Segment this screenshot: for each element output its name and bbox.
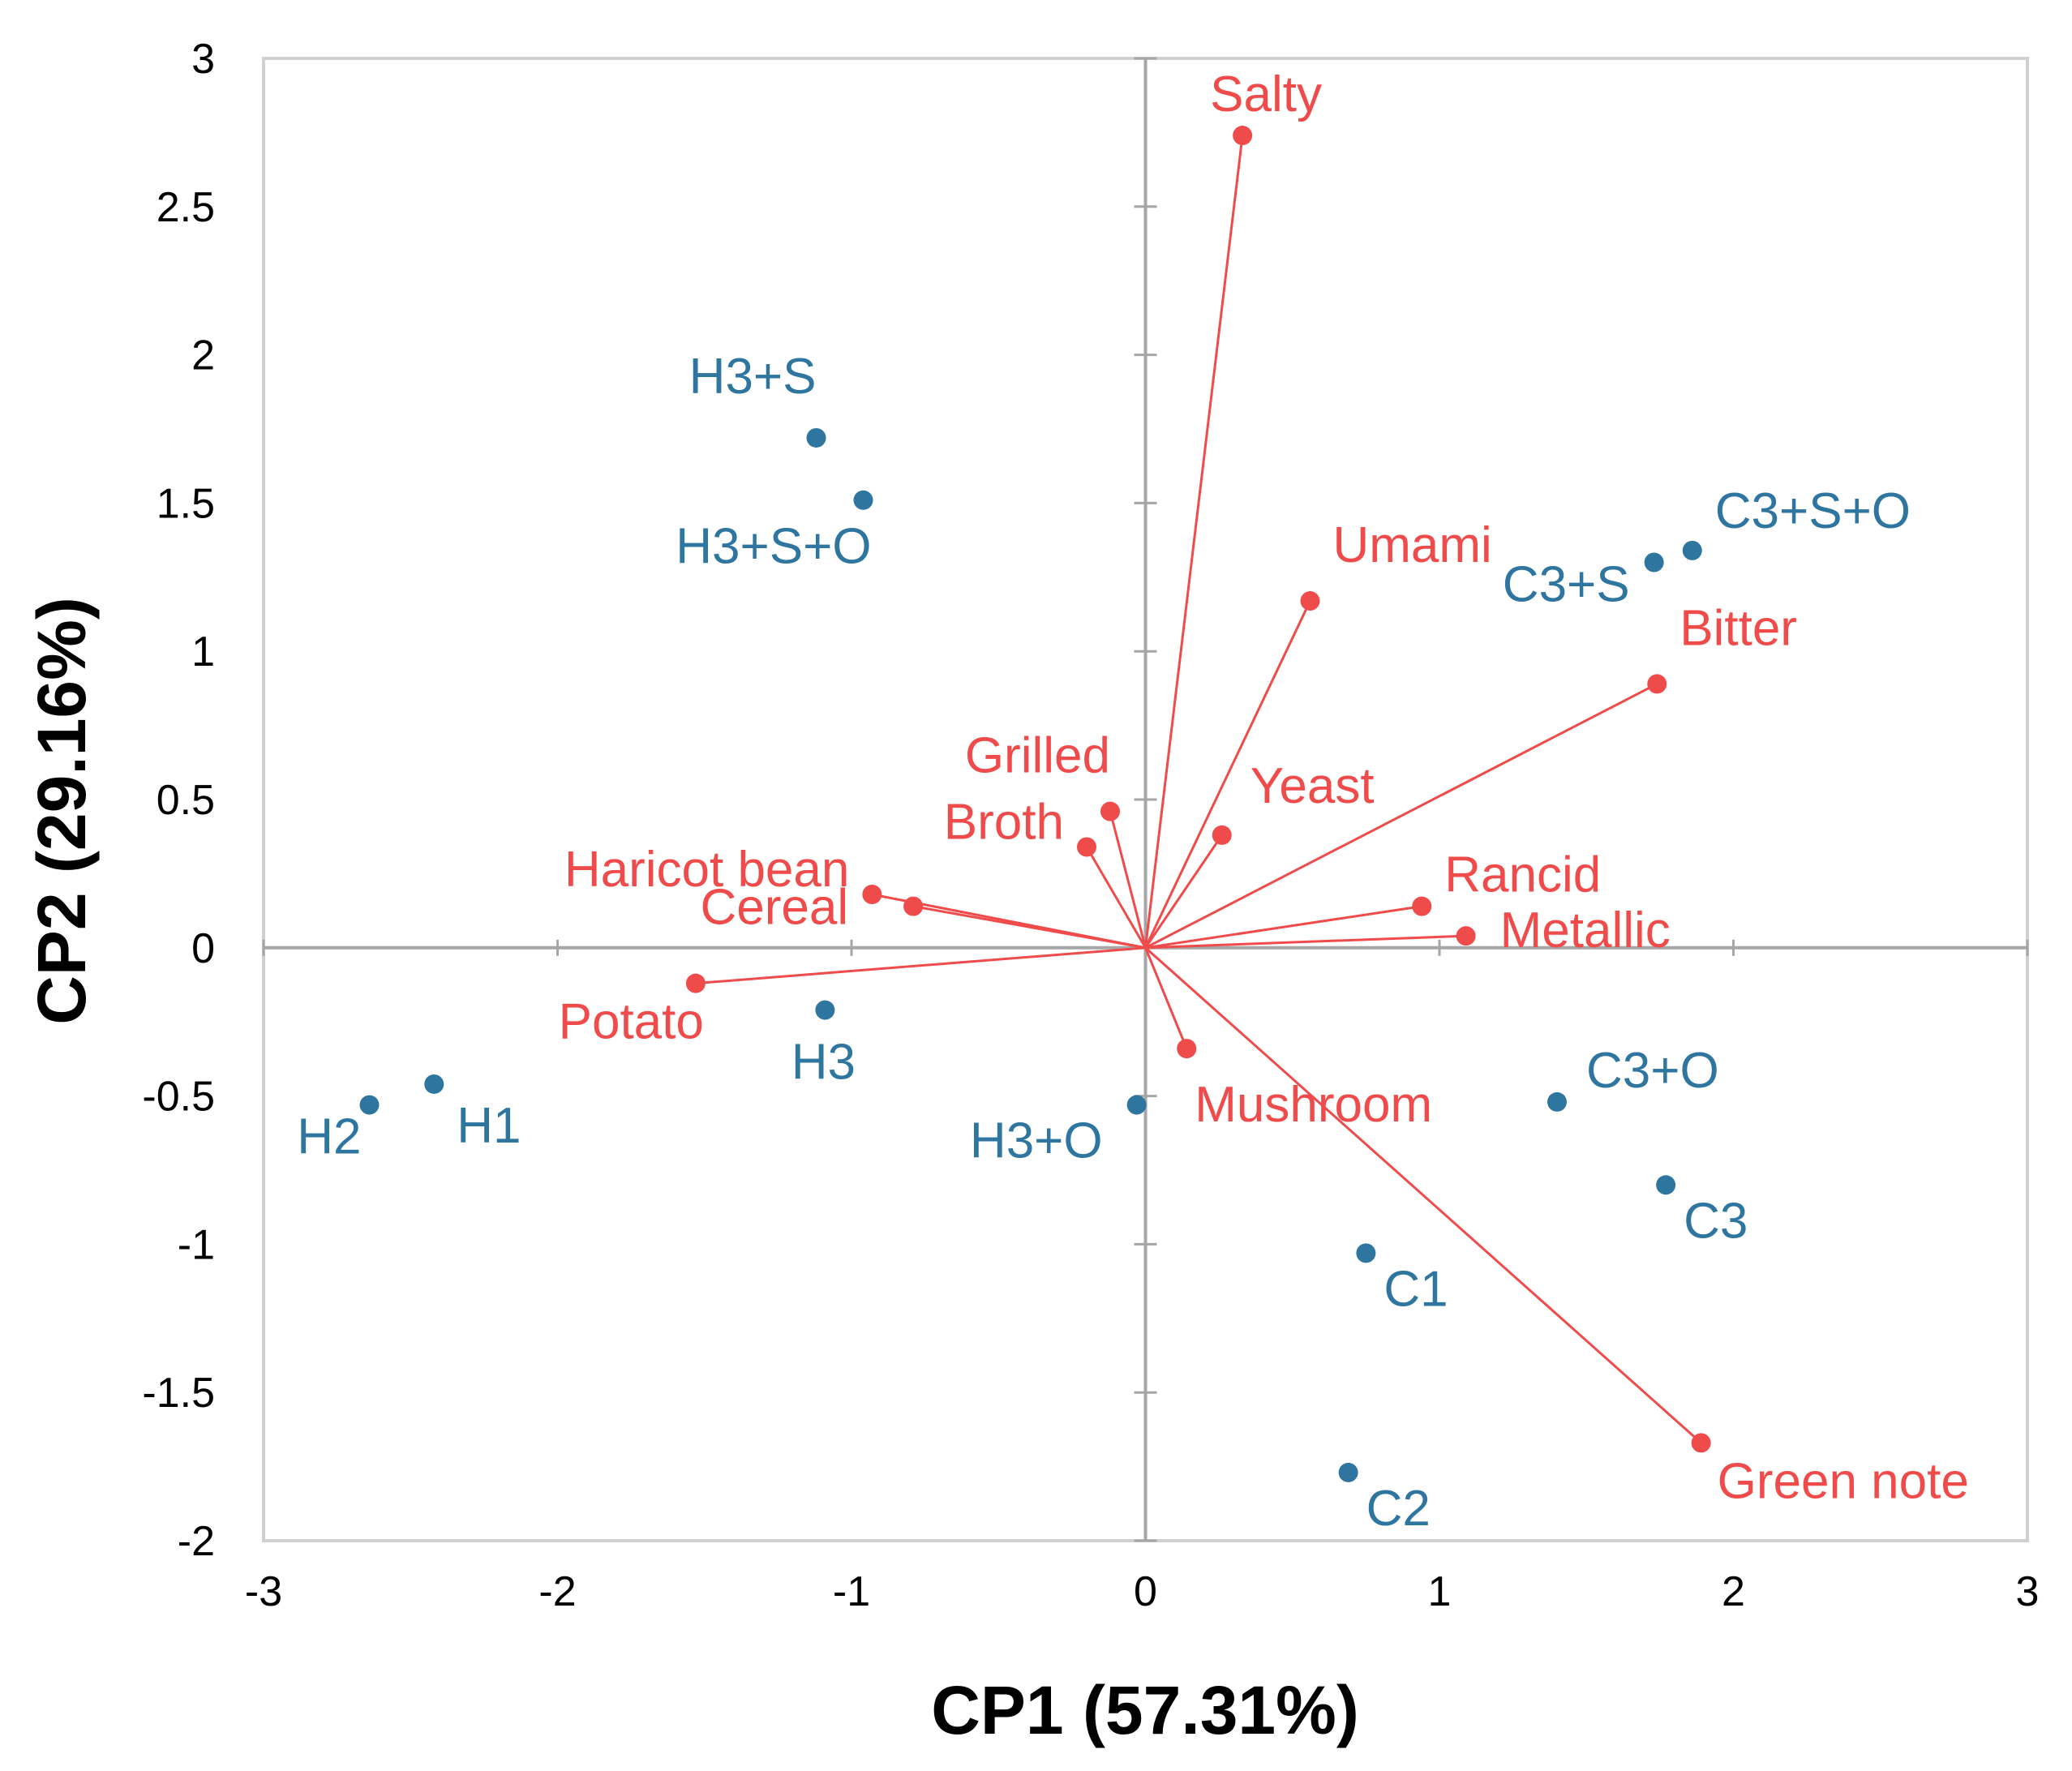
vector-rancid [1145,905,1422,950]
x-tick-label: -2 [538,1568,576,1615]
point-label-h3-s: H3+S [689,349,817,405]
point-c3-s [1644,552,1664,572]
point-h1 [424,1074,444,1094]
point-label-c3-s: C3+S [1503,557,1630,613]
x-tick-label: 1 [1428,1568,1452,1615]
x-axis-title: CP1 (57.31%) [931,1672,1359,1748]
vector-metallic [1145,934,1466,950]
point-c3-s-o [1682,540,1702,560]
vector-salty [1144,135,1244,948]
vector-label-salty: Salty [1210,66,1322,122]
y-tick-label: 0 [191,925,215,972]
point-label-c1: C1 [1383,1261,1448,1317]
vector-label-metallic: Metallic [1500,903,1671,958]
vector-bitter [1144,683,1658,950]
point-c2 [1338,1462,1358,1482]
point-h3-s-o [853,490,873,510]
x-tick-label: -1 [833,1568,870,1615]
point-c1 [1356,1243,1376,1263]
vector-tip-yeast [1212,825,1232,845]
point-label-c3-o: C3+O [1586,1043,1719,1099]
point-h3 [815,1000,835,1020]
y-tick-label: -1 [178,1221,215,1268]
vector-tip-green-note [1691,1433,1711,1453]
vector-label-cereal: Cereal [700,880,848,936]
vector-label-broth: Broth [944,794,1064,850]
y-axis-title: CP2 (29.16%) [24,597,100,1025]
x-axis-ticks: -3 -2 -1 0 1 2 3 [245,939,2040,1615]
x-tick-label: 3 [2016,1568,2040,1615]
vector-tip-potato [685,973,706,993]
vector-label-grilled: Grilled [965,728,1110,784]
vector-tip-umami [1300,591,1320,611]
vector-tip-salty [1233,126,1253,146]
y-tick-label: 2 [191,332,215,380]
sample-points: H3+S H3+S+O C3+S+O C3+S H3 H1 H2 H3+O C3+O C3 C1 C2 [297,349,1911,1537]
vector-cereal [912,905,1146,950]
y-tick-label: 2.5 [157,184,215,231]
vector-label-green-note: Green note [1718,1453,1969,1509]
vector-label-bitter: Bitter [1679,600,1797,656]
y-tick-label: 3 [191,36,215,83]
vector-tip-bitter [1647,674,1667,694]
y-tick-label: -0.5 [142,1074,215,1121]
vector-tip-rancid [1412,896,1432,916]
point-label-c2: C2 [1366,1481,1431,1537]
point-label-h1: H1 [457,1098,521,1154]
vector-tip-metallic [1456,926,1476,946]
point-h3-s [806,427,826,448]
y-tick-label: -1.5 [142,1370,215,1417]
vector-label-mushroom: Mushroom [1195,1077,1432,1133]
vector-umami [1144,600,1311,949]
point-label-c3: C3 [1684,1193,1748,1249]
attribute-vectors: Salty Umami Bitter Grilled Yeast Broth Haricot… [559,66,1969,1509]
vector-green-note [1144,946,1702,1444]
vector-broth [1085,846,1147,949]
y-tick-label: 0.5 [157,777,215,824]
vector-label-umami: Umami [1333,517,1492,573]
vector-tip-cereal [903,896,924,916]
x-tick-label: 2 [1722,1568,1745,1615]
vector-label-potato: Potato [559,994,704,1050]
vector-tip-grilled [1100,801,1120,821]
y-axis-ticks: -2 -1.5 -1 -0.5 0 0.5 1 1.5 2 2.5 3 [142,36,1157,1565]
vector-tip-haricot-bean [862,884,882,904]
point-c3-o [1547,1091,1567,1112]
vector-label-rancid: Rancid [1444,847,1601,903]
vector-grilled [1109,811,1147,949]
point-label-h3-o: H3+O [970,1113,1103,1169]
vector-label-yeast: Yeast [1250,758,1375,814]
vector-mushroom [1144,947,1188,1049]
y-tick-label: 1 [191,628,215,675]
x-tick-label: 0 [1134,1568,1157,1615]
point-label-h2: H2 [297,1109,361,1165]
vector-potato [695,946,1146,985]
x-tick-label: -3 [245,1568,282,1615]
point-h3-o [1126,1095,1147,1115]
point-c3 [1656,1175,1676,1195]
point-h2 [359,1095,380,1115]
y-tick-label: 1.5 [157,480,215,527]
y-tick-label: -2 [178,1518,215,1565]
vector-yeast [1144,834,1223,949]
point-label-h3-s-o: H3+S+O [676,519,871,575]
vector-label-haricot-bean: Haricot bean [564,842,850,898]
vector-tip-broth [1077,837,1096,857]
point-label-h3: H3 [791,1035,856,1091]
point-label-c3-s-o: C3+S+O [1715,483,1911,539]
vector-tip-mushroom [1177,1039,1197,1059]
